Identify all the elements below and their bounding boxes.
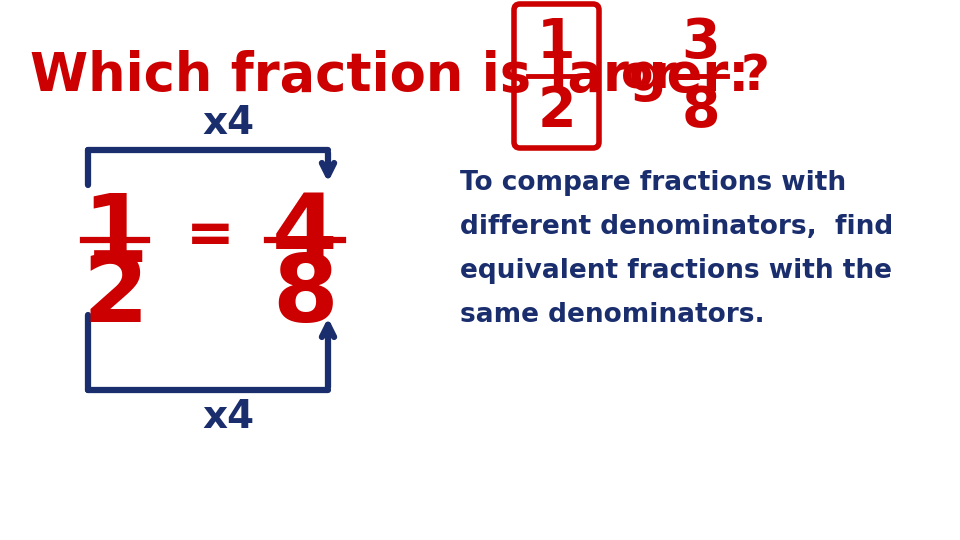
- Text: x4: x4: [202, 104, 254, 142]
- Text: To compare fractions with: To compare fractions with: [460, 170, 846, 196]
- Text: Which fraction is larger:: Which fraction is larger:: [30, 50, 749, 102]
- Text: x4: x4: [202, 398, 254, 436]
- Text: 1: 1: [538, 16, 576, 70]
- Text: 4: 4: [272, 190, 338, 282]
- Text: =: =: [185, 206, 234, 264]
- Text: 2: 2: [538, 84, 576, 138]
- Text: equivalent fractions with the: equivalent fractions with the: [460, 258, 892, 284]
- Text: 8: 8: [272, 250, 338, 342]
- Text: same denominators.: same denominators.: [460, 302, 764, 328]
- Text: 3: 3: [682, 16, 720, 70]
- Text: 8: 8: [682, 84, 720, 138]
- Text: 2: 2: [82, 250, 148, 342]
- FancyBboxPatch shape: [514, 4, 599, 148]
- Text: 1: 1: [83, 190, 148, 282]
- Text: different denominators,  find: different denominators, find: [460, 214, 893, 240]
- Text: ?: ?: [741, 52, 770, 100]
- Text: or: or: [621, 53, 677, 98]
